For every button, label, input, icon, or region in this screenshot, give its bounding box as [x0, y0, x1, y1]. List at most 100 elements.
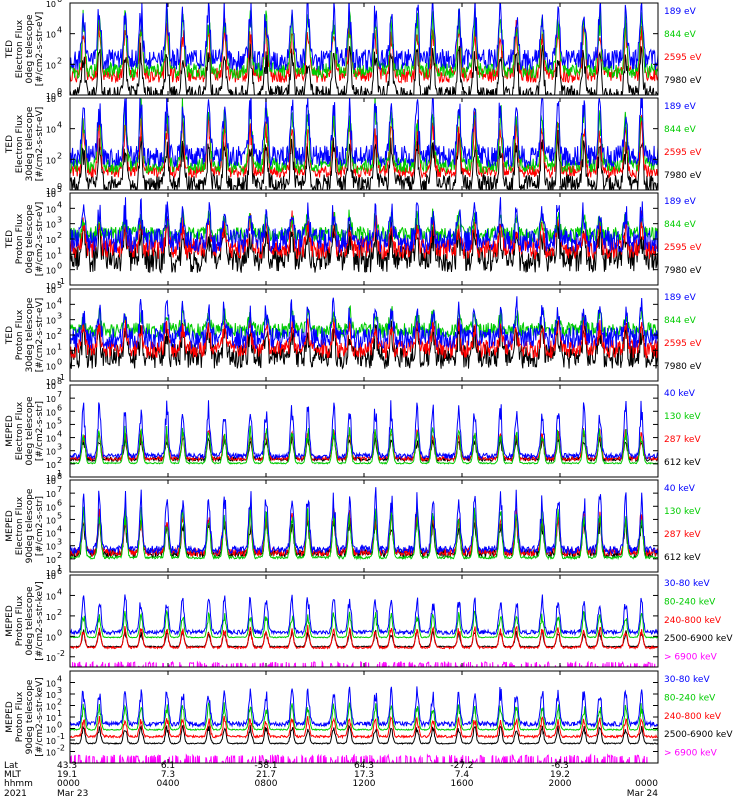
y-axis-label: [#/cm2-s-str-keV]: [35, 677, 45, 756]
series-line: [70, 487, 658, 556]
y-tick-exponent: 1: [57, 564, 62, 573]
y-axis-label: Electron Flux: [15, 496, 25, 555]
y-tick-exponent: 4: [57, 296, 62, 305]
series-line: [70, 197, 658, 254]
series-line: [70, 724, 658, 745]
y-tick-label: 10: [46, 61, 56, 70]
y-tick-label: 10: [46, 691, 56, 700]
y-tick-label: 10: [46, 726, 56, 735]
y-axis-label: MEPED: [5, 510, 15, 542]
axis-row-label: hhmm: [4, 779, 33, 789]
legend-entry: 7980 eV: [664, 266, 702, 276]
legend-entry: 844 eV: [664, 316, 697, 326]
y-tick-exponent: 4: [57, 26, 62, 35]
legend-entry: 130 keV: [664, 412, 701, 422]
legend-entry: 287 keV: [664, 435, 701, 445]
legend-entry: 2595 eV: [664, 339, 702, 349]
y-tick-exponent: 6: [57, 403, 62, 412]
legend-entry: 2500-6900 keV: [664, 730, 733, 740]
y-tick-exponent: 5: [57, 416, 62, 425]
series-line: [70, 400, 658, 461]
y-tick-label: 10: [46, 156, 56, 165]
y-tick-exponent: -1: [57, 277, 65, 286]
axis-row-value: 64.3: [354, 761, 374, 771]
legend-entry: > 6900 keV: [664, 749, 718, 759]
series-line: [70, 425, 658, 465]
series-line: [70, 7, 658, 80]
y-tick-exponent: 1: [57, 709, 62, 718]
y-tick-label: 10: [46, 221, 56, 230]
axis-row-value: 1600: [451, 779, 474, 789]
y-axis-label: Proton Flux: [15, 691, 25, 742]
y-tick-exponent: 2: [57, 151, 62, 160]
y-axis-label: TED: [5, 40, 15, 59]
series-line: [70, 3, 658, 72]
y-tick-exponent: 5: [57, 281, 62, 290]
legend-entry: 189 eV: [664, 293, 697, 303]
y-tick-exponent: 4: [57, 121, 62, 130]
x-axis-annotations: Lat 43.3 6.1 -58.1 64.3 -27.2 -6.3 MLT 19.1 7.3 21…: [4, 761, 658, 799]
y-axis-label: Electron Flux: [15, 19, 25, 78]
legend-entry: 287 keV: [664, 530, 701, 540]
y-tick-label: 10: [46, 267, 56, 276]
y-tick-exponent: 2: [57, 608, 62, 617]
y-tick-exponent: 4: [57, 430, 62, 439]
y-tick-exponent: 5: [57, 511, 62, 520]
axis-row-value: 0800: [255, 779, 278, 789]
legend-entry: 612 keV: [664, 458, 701, 468]
y-tick-exponent: 3: [57, 443, 62, 452]
legend-entry: 189 eV: [664, 197, 697, 207]
y-tick-exponent: 3: [57, 216, 62, 225]
legend-entry: 7980 eV: [664, 76, 702, 86]
y-axis-label: Electron Flux: [15, 401, 25, 460]
legend-entry: 7980 eV: [664, 171, 702, 181]
y-tick-exponent: 6: [57, 498, 62, 507]
legend-entry: 7980 eV: [664, 362, 702, 372]
y-tick-exponent: 0: [57, 358, 62, 367]
y-axis-label: 30deg telescope: [25, 297, 35, 372]
y-tick-label: 10: [46, 408, 56, 417]
series-line: [70, 715, 658, 740]
axis-row-label: MLT: [4, 770, 22, 780]
y-axis-label: TED: [5, 230, 15, 249]
y-tick-exponent: 1: [57, 246, 62, 255]
legend-entry: 30-80 keV: [664, 675, 710, 685]
y-tick-label: 10: [46, 363, 56, 372]
y-tick-label: 10: [46, 543, 56, 552]
series-line: [70, 702, 658, 732]
y-tick-label: 10: [46, 435, 56, 444]
series-line: [70, 98, 658, 169]
y-tick-exponent: 5: [57, 185, 62, 194]
legend-entry: 189 eV: [664, 102, 697, 112]
y-tick-exponent: 4: [57, 200, 62, 209]
y-tick-label: 10: [46, 737, 56, 746]
y-tick-label: 10: [46, 503, 56, 512]
legend-entry: 40 keV: [664, 389, 696, 399]
panel-frame: [69, 574, 659, 668]
legend-entry: 844 eV: [664, 220, 697, 230]
y-tick-exponent: 7: [57, 390, 62, 399]
y-tick-label: 10: [46, 317, 56, 326]
y-axis-label: [#/cm2-s-str-eV]: [35, 298, 45, 373]
legend-entry: 40 keV: [664, 484, 696, 494]
y-tick-label: 10: [46, 95, 56, 104]
axis-row-value: 21.7: [256, 770, 276, 780]
y-axis-label: Proton Flux: [15, 595, 25, 646]
series-line: [70, 129, 658, 190]
y-tick-exponent: 0: [57, 87, 62, 96]
y-tick-exponent: 2: [57, 231, 62, 240]
y-tick-label: 10: [46, 592, 56, 601]
y-tick-label: 10: [46, 569, 56, 578]
legend-entry: 2500-6900 keV: [664, 634, 733, 644]
y-axis-label: [#/cm2-s-str-keV]: [35, 581, 45, 660]
y-tick-exponent: 3: [57, 538, 62, 547]
series-line: [70, 594, 658, 637]
y-tick-label: 10: [46, 395, 56, 404]
y-tick-label: 10: [46, 477, 56, 486]
y-tick-label: 10: [46, 92, 56, 101]
legend-entry: 80-240 keV: [664, 597, 716, 607]
y-tick-label: 10: [46, 382, 56, 391]
